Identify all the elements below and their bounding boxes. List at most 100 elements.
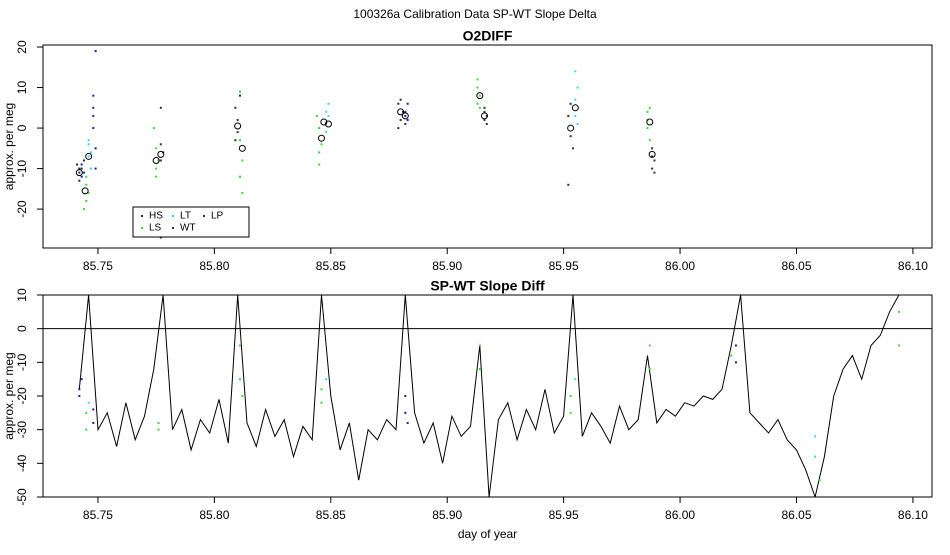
data-point bbox=[399, 98, 402, 101]
data-point bbox=[569, 102, 572, 105]
cluster-mean bbox=[320, 118, 328, 126]
data-point bbox=[92, 106, 95, 109]
data-point bbox=[155, 167, 158, 170]
x-tick-label: 85.80 bbox=[199, 259, 229, 273]
data-point bbox=[157, 159, 160, 162]
data-point bbox=[478, 368, 481, 371]
cluster-mean bbox=[157, 150, 165, 158]
data-point bbox=[241, 395, 244, 397]
data-point bbox=[404, 395, 407, 397]
data-point bbox=[315, 114, 318, 117]
x-tick-label: 85.90 bbox=[432, 259, 462, 273]
cluster-mean bbox=[480, 112, 488, 120]
data-point bbox=[85, 183, 88, 186]
x-tick-label: 85.95 bbox=[549, 508, 579, 522]
data-point bbox=[75, 163, 78, 166]
data-point bbox=[734, 361, 737, 364]
data-point bbox=[404, 110, 407, 113]
data-point bbox=[476, 102, 479, 105]
data-point bbox=[646, 110, 649, 113]
data-point bbox=[82, 208, 85, 211]
data-point bbox=[651, 155, 654, 158]
data-point bbox=[897, 310, 900, 313]
data-point bbox=[82, 159, 85, 162]
data-point bbox=[78, 167, 81, 170]
data-point bbox=[87, 155, 90, 158]
y-tick-label: 0 bbox=[15, 325, 29, 332]
y-tick-label: -10 bbox=[15, 353, 29, 371]
data-point bbox=[567, 183, 570, 186]
data-point bbox=[85, 428, 88, 431]
legend-label: LS bbox=[149, 223, 162, 234]
cluster-mean bbox=[567, 124, 575, 132]
plot-frame bbox=[42, 44, 933, 249]
data-point bbox=[241, 191, 244, 194]
data-point bbox=[318, 163, 321, 166]
data-point bbox=[569, 135, 572, 138]
data-point bbox=[406, 102, 409, 105]
data-point bbox=[92, 421, 95, 424]
data-point bbox=[406, 118, 409, 121]
data-line bbox=[78, 295, 900, 497]
data-point bbox=[653, 171, 656, 174]
data-point bbox=[89, 151, 92, 154]
x-tick-label: 85.85 bbox=[316, 508, 346, 522]
cluster-mean bbox=[648, 150, 656, 158]
data-point bbox=[157, 428, 160, 431]
data-point bbox=[325, 110, 328, 113]
y-tick-label: 10 bbox=[15, 288, 29, 302]
data-point bbox=[155, 147, 158, 150]
data-point bbox=[238, 139, 241, 142]
plot-area bbox=[43, 295, 932, 497]
data-point bbox=[730, 354, 733, 357]
data-point bbox=[94, 147, 97, 150]
data-point bbox=[159, 159, 162, 162]
data-point bbox=[404, 411, 407, 414]
legend-marker bbox=[141, 215, 143, 217]
data-point bbox=[92, 408, 95, 411]
data-point bbox=[818, 479, 821, 482]
data-point bbox=[897, 344, 900, 347]
cluster-mean bbox=[397, 108, 405, 116]
data-point bbox=[85, 175, 88, 178]
data-point bbox=[478, 344, 481, 347]
data-point bbox=[159, 106, 162, 109]
data-point bbox=[159, 143, 162, 146]
x-tick-label: 86.10 bbox=[898, 508, 928, 522]
data-point bbox=[478, 106, 481, 109]
data-point bbox=[238, 175, 241, 178]
data-point bbox=[80, 167, 83, 170]
x-tick-label: 86.00 bbox=[665, 259, 695, 273]
data-point bbox=[483, 106, 486, 109]
data-point bbox=[157, 421, 160, 424]
data-point bbox=[483, 110, 486, 113]
data-point bbox=[734, 344, 737, 347]
data-point bbox=[320, 388, 323, 391]
x-tick-label: 85.75 bbox=[83, 508, 113, 522]
data-point bbox=[476, 86, 479, 89]
data-point bbox=[576, 86, 579, 89]
data-point bbox=[318, 127, 321, 130]
data-point bbox=[82, 171, 85, 174]
data-point bbox=[569, 395, 572, 397]
data-point bbox=[483, 118, 486, 121]
legend-marker bbox=[141, 227, 143, 229]
data-point bbox=[89, 167, 92, 170]
data-point bbox=[653, 159, 656, 162]
data-point bbox=[397, 127, 400, 130]
cluster-mean bbox=[476, 92, 484, 100]
data-point bbox=[238, 378, 241, 381]
data-point bbox=[576, 123, 579, 126]
data-point bbox=[80, 175, 83, 178]
data-point bbox=[814, 435, 817, 438]
cluster-mean bbox=[75, 169, 83, 177]
data-point bbox=[574, 378, 577, 381]
data-point bbox=[152, 127, 155, 130]
y-tick-label: -20 bbox=[15, 387, 29, 405]
data-point bbox=[327, 102, 330, 105]
data-point bbox=[406, 421, 409, 424]
y-axis-label: approx. per meg bbox=[2, 103, 16, 190]
data-point bbox=[85, 199, 88, 202]
x-tick-label: 86.05 bbox=[781, 508, 811, 522]
y-tick-label: 10 bbox=[15, 81, 29, 95]
